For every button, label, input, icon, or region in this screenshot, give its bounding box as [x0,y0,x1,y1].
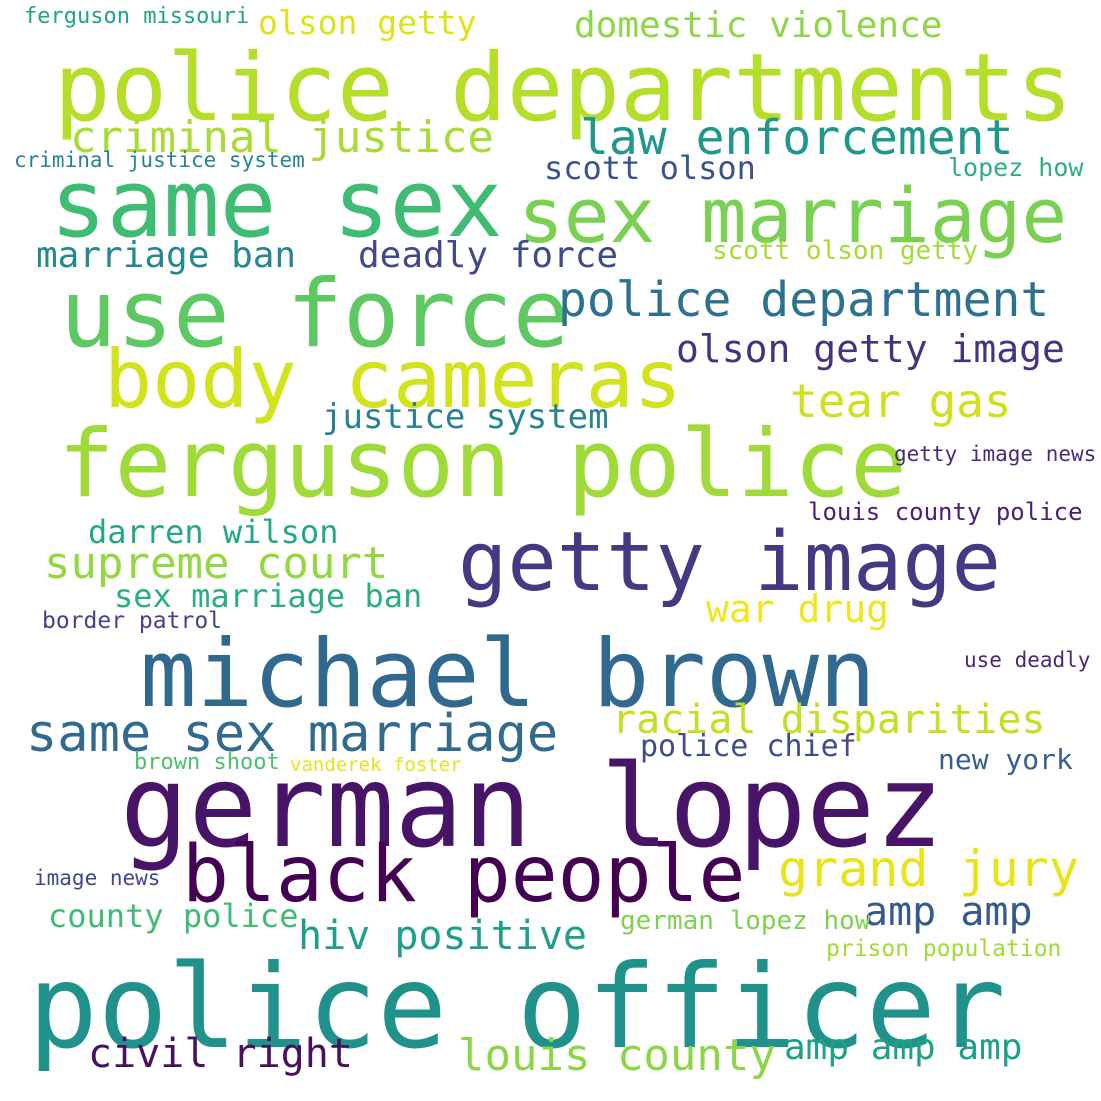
word-german-lopez: german lopez [120,740,944,873]
word-racial-disparities: racial disparities [612,697,1046,743]
word-darren-wilson: darren wilson [88,513,339,551]
word-deadly-force: deadly force [358,235,619,276]
word-tear-gas: tear gas [790,374,1012,428]
word-use-force: use force [60,260,570,369]
word-justice-system: justice system [322,397,609,437]
word-getty-image: getty image [458,515,1002,610]
word-police-departments: police departments [54,34,1073,143]
word-scott-olson-getty: scott olson getty [712,236,979,266]
word-marriage-ban: marriage ban [36,235,297,276]
word-scott-olson: scott olson [544,149,756,187]
word-police-officer: police officer [28,940,1006,1075]
word-war-drug: war drug [706,587,890,631]
word-olson-getty: olson getty [258,3,477,42]
word-prison-population: prison population [826,936,1062,962]
word-hiv-positive: hiv positive [298,913,587,959]
word-sex-marriage-ban: sex marriage ban [114,577,423,615]
word-brown-shoot: brown shoot [134,750,280,775]
word-border-patrol: border patrol [42,608,223,634]
word-same-sex: same sex [50,150,503,259]
word-new-york: new york [938,743,1073,776]
word-grand-jury: grand jury [778,840,1080,898]
word-county-police: county police [48,897,299,935]
word-law-enforcement: law enforcement [580,110,1014,166]
word-amp-amp-amp: amp amp amp [784,1027,1023,1068]
word-olson-getty-image: olson getty image [676,327,1065,371]
word-criminal-justice-system: criminal justice system [14,148,305,172]
word-getty-image-news: getty image news [894,442,1097,466]
word-german-lopez-how: german lopez how [620,906,871,936]
word-ferguson-missouri: ferguson missouri [24,4,250,29]
word-sex-marriage: sex marriage [518,171,1068,260]
word-civil-right: civil right [88,1031,353,1077]
word-use-deadly: use deadly [964,648,1091,672]
word-ferguson-police: ferguson police [58,410,907,519]
word-lopez-how: lopez how [948,153,1084,182]
word-vanderek-foster: vanderek foster [290,754,462,776]
word-criminal-justice: criminal justice [70,112,494,163]
word-supreme-court: supreme court [44,538,389,589]
word-police-department: police department [558,272,1050,328]
word-domestic-violence: domestic violence [574,5,943,46]
word-louis-county-police: louis county police [808,498,1083,526]
word-black-people: black people [182,830,746,920]
word-same-sex-marriage: same sex marriage [26,704,559,764]
word-body-cameras: body cameras [104,333,682,426]
word-amp-amp: amp amp [864,889,1033,935]
word-michael-brown: michael brown [140,620,876,729]
word-image-news: image news [34,866,161,890]
word-police-chief: police chief [640,729,857,764]
word-louis-county: louis county [458,1030,776,1081]
